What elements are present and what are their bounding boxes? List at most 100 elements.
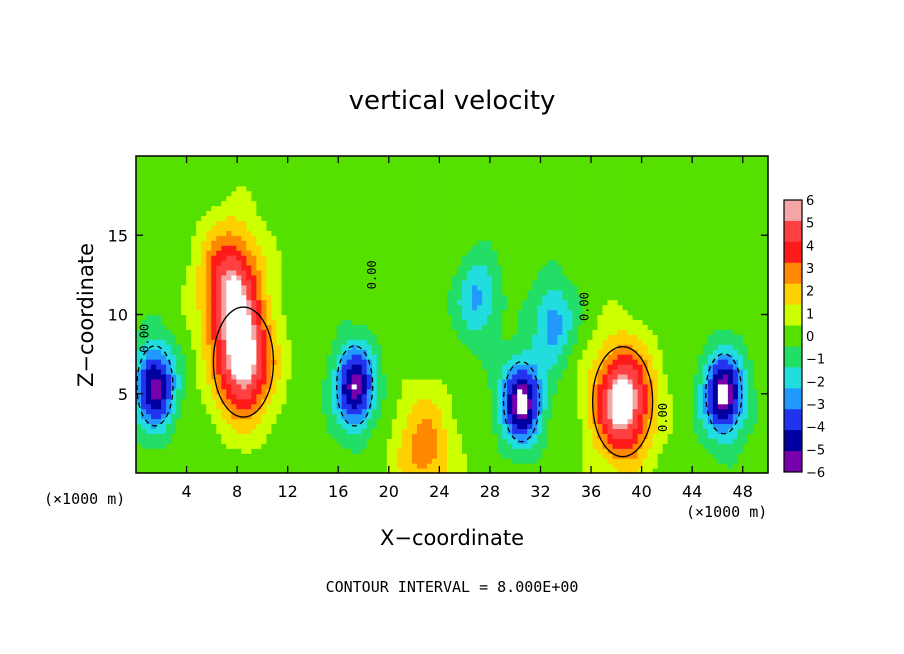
heat-cell (406, 393, 413, 400)
heat-cell (477, 453, 483, 459)
heat-cell (622, 309, 629, 316)
heat-cell (161, 309, 167, 316)
heat-cell (662, 304, 669, 311)
heat-cell (512, 393, 518, 400)
heat-cell (727, 314, 734, 321)
heat-cell (311, 284, 318, 291)
heat-cell (341, 304, 348, 311)
heat-cell (201, 284, 207, 291)
heat-cell (657, 378, 664, 385)
heat-cell (742, 448, 749, 454)
heat-cell (547, 299, 553, 306)
heat-cell (431, 388, 438, 395)
heat-cell (497, 373, 503, 380)
heat-cell (737, 458, 744, 464)
heat-cell (517, 319, 523, 325)
heat-cell (351, 398, 358, 405)
heat-cell (512, 423, 518, 430)
heat-cell (446, 383, 453, 390)
heat-cell (572, 299, 578, 306)
heat-cell (171, 428, 177, 434)
heat-cell (647, 344, 654, 350)
heat-cell (376, 329, 383, 335)
heat-cell (662, 329, 669, 335)
heat-cell (702, 364, 709, 370)
heat-cell (497, 329, 503, 335)
heat-cell (391, 299, 398, 306)
heat-cell (401, 388, 408, 395)
heat-cell (677, 418, 684, 425)
heat-cell (602, 468, 609, 473)
heat-cell (361, 344, 368, 350)
heat-cell (436, 279, 443, 286)
heat-cell (477, 368, 483, 375)
heat-cell (221, 418, 227, 425)
heat-cell (351, 309, 358, 316)
heat-cell (452, 364, 458, 370)
heat-cell (592, 299, 599, 306)
heat-cell (552, 393, 558, 400)
heat-cell (552, 304, 558, 311)
heat-cell (151, 403, 157, 410)
heat-cell (462, 344, 468, 350)
heat-cell (627, 418, 634, 425)
heat-cell (572, 354, 578, 360)
heat-cell (431, 299, 438, 306)
heat-cell (762, 423, 768, 430)
heat-cell (221, 364, 227, 370)
heat-cell (196, 284, 202, 291)
heat-cell (211, 284, 217, 291)
heat-cell (251, 393, 257, 400)
heat-cell (662, 408, 669, 415)
heat-cell (231, 314, 237, 321)
heat-cell (246, 443, 252, 449)
heat-cell (266, 443, 273, 449)
heat-cell (712, 314, 719, 321)
heat-cell (431, 309, 438, 316)
heat-cell (542, 354, 548, 360)
heat-cell (507, 398, 513, 405)
heat-cell (226, 458, 232, 464)
heat-cell (376, 368, 383, 375)
heat-cell (151, 463, 157, 469)
heat-cell (627, 433, 634, 439)
heat-cell (236, 324, 242, 330)
heat-cell (557, 433, 563, 439)
heat-cell (587, 453, 594, 459)
heat-cell (421, 403, 428, 410)
heat-cell (151, 438, 157, 444)
heat-cell (717, 364, 724, 370)
heat-cell (487, 408, 493, 415)
heat-cell (326, 324, 333, 330)
heat-cell (411, 279, 418, 286)
heat-cell (161, 413, 167, 420)
heat-cell (361, 314, 368, 321)
heat-cell (146, 438, 152, 444)
heat-cell (336, 413, 343, 420)
heat-cell (747, 354, 754, 360)
heat-cell (416, 359, 423, 365)
heat-cell (507, 383, 513, 390)
heat-cell (151, 314, 157, 321)
heat-cell (426, 393, 433, 400)
heat-cell (276, 463, 283, 469)
heat-cell (366, 364, 373, 370)
heat-cell (467, 378, 473, 385)
heat-cell (286, 448, 293, 454)
heat-cell (757, 334, 764, 340)
heat-cell (246, 378, 252, 385)
heat-cell (276, 289, 283, 296)
heat-cell (231, 408, 237, 415)
heat-cell (221, 428, 227, 434)
heat-cell (221, 463, 227, 469)
heat-cell (522, 274, 528, 281)
heat-cell (421, 314, 428, 321)
heat-cell (607, 344, 614, 350)
heat-cell (216, 393, 222, 400)
heat-cell (747, 413, 754, 420)
heat-cell (512, 274, 518, 281)
heat-cell (256, 388, 262, 395)
heat-cell (557, 453, 563, 459)
heat-cell (682, 428, 689, 434)
heat-cell (472, 304, 478, 311)
